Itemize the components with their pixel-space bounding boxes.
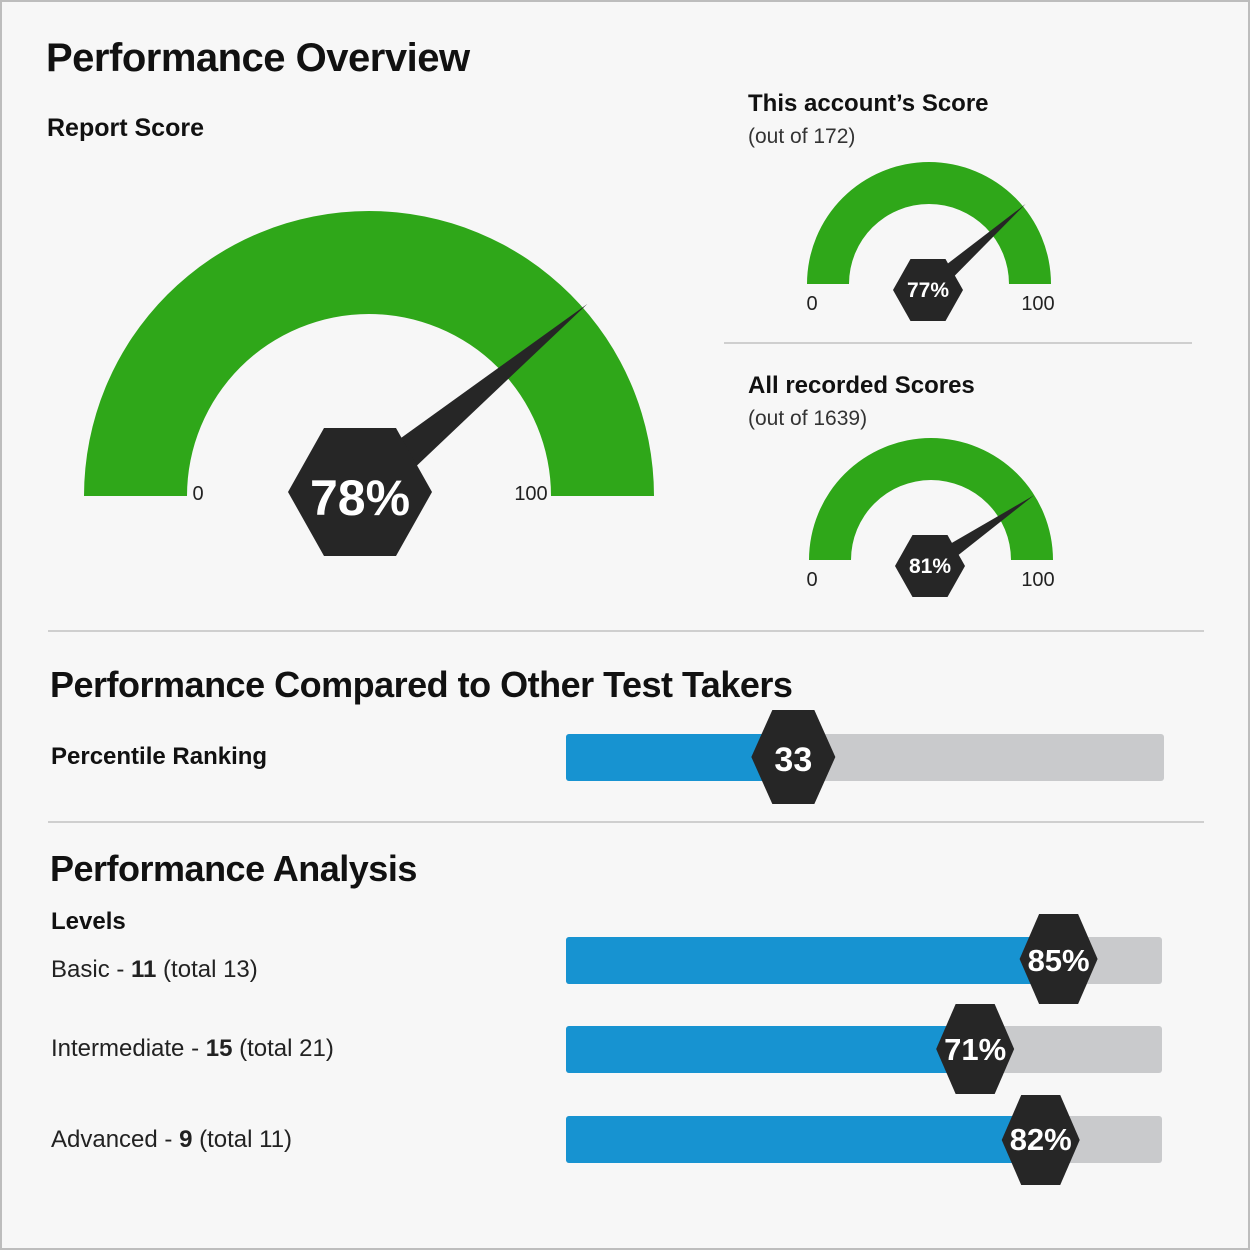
all-scores-arc [809, 438, 1053, 560]
all-scores-value: 81% [909, 555, 951, 578]
all-scores-gauge: 81% 0 100 [806, 438, 1055, 597]
report-score-gauge: 78% 0 100 [84, 211, 654, 556]
levels-label: Levels [51, 908, 126, 935]
level-intermediate-bar [566, 1026, 1162, 1073]
level-intermediate-label: Intermediate - 15 (total 21) [51, 1035, 334, 1063]
report-score-badge [288, 428, 432, 556]
account-score-value: 77% [907, 279, 949, 302]
page-title: Performance Overview [46, 36, 470, 80]
all-scores-badge [895, 535, 965, 597]
account-score-arc [807, 162, 1051, 284]
report-score-arc [84, 211, 654, 496]
report-score-label: Report Score [47, 114, 204, 142]
analysis-title: Performance Analysis [50, 848, 417, 889]
level-name: Advanced - [51, 1126, 180, 1153]
report-score-value: 78% [310, 470, 410, 526]
all-scores-subtitle: (out of 1639) [748, 407, 868, 430]
level-intermediate-bar-fill [566, 1026, 976, 1073]
level-total: (total 11) [192, 1126, 293, 1153]
account-score-gauge: 77% 0 100 [806, 162, 1055, 321]
account-score-subtitle: (out of 172) [748, 125, 856, 148]
level-advanced-bar [566, 1116, 1162, 1163]
divider [48, 821, 1204, 823]
account-score-min: 0 [806, 293, 817, 315]
level-basic-label: Basic - 11 (total 13) [51, 956, 258, 984]
account-score-max: 100 [1021, 293, 1054, 315]
level-count: 15 [205, 1035, 233, 1062]
divider [48, 630, 1204, 632]
level-total: (total 13) [156, 956, 258, 983]
level-count: 9 [179, 1126, 193, 1153]
report-score-max: 100 [514, 483, 547, 505]
level-count: 11 [131, 956, 157, 983]
all-scores-max: 100 [1021, 569, 1054, 591]
comparison-title: Performance Compared to Other Test Taker… [50, 664, 793, 705]
level-advanced-label: Advanced - 9 (total 11) [51, 1126, 292, 1154]
account-score-title: This account’s Score [748, 90, 989, 117]
all-scores-title: All recorded Scores [748, 372, 975, 399]
divider [724, 342, 1192, 344]
percentile-label: Percentile Ranking [51, 743, 268, 770]
report-score-min: 0 [192, 483, 203, 505]
all-scores-min: 0 [806, 569, 817, 591]
level-name: Intermediate - [51, 1035, 206, 1062]
account-score-badge [893, 259, 963, 321]
percentile-bar-fill [566, 734, 794, 781]
level-basic-bar-fill [566, 937, 1059, 984]
level-name: Basic - [51, 956, 132, 983]
level-advanced-bar-fill [566, 1116, 1041, 1163]
level-basic-bar [566, 937, 1162, 984]
level-total: (total 21) [232, 1035, 334, 1062]
percentile-bar [566, 734, 1164, 781]
